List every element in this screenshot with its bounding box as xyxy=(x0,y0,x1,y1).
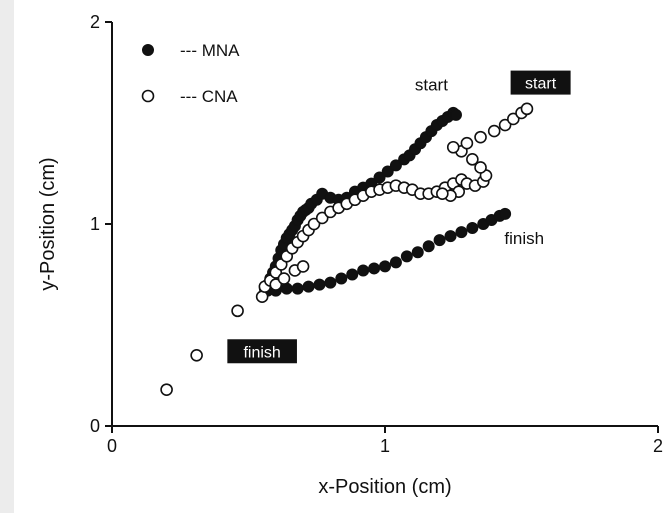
x-tick-label: 0 xyxy=(107,436,117,456)
ticks xyxy=(105,21,659,433)
data-point-cna xyxy=(307,217,321,231)
data-point-mna xyxy=(335,272,348,285)
data-point-mna xyxy=(302,280,315,293)
data-point-mna xyxy=(291,282,304,295)
data-point-cna xyxy=(255,290,269,304)
y-tick-label: 1 xyxy=(90,214,100,234)
data-point-cna xyxy=(231,304,244,318)
annotation-box xyxy=(227,339,297,364)
data-point-cna xyxy=(474,130,487,144)
left-margin-strip xyxy=(0,0,14,513)
tick-labels: 0 1 2 0 1 2 xyxy=(90,12,663,456)
data-point-mna xyxy=(400,250,413,263)
annotation-label: finish xyxy=(243,344,280,361)
data-point-cna xyxy=(466,153,479,166)
data-point-mna xyxy=(389,256,402,269)
data-point-mna xyxy=(499,207,512,220)
data-point-mna xyxy=(373,171,386,184)
legend-label-cna: --- CNA xyxy=(180,87,238,106)
x-tick-label: 1 xyxy=(380,436,390,456)
legend-marker-cna xyxy=(141,89,155,103)
annotation-box xyxy=(510,70,571,95)
legend-label-mna: --- MNA xyxy=(180,41,240,60)
data-point-mna xyxy=(346,268,359,281)
data-point-cna xyxy=(277,272,291,285)
data-point-mna xyxy=(324,276,337,289)
data-point-cna xyxy=(498,118,512,132)
data-point-cna xyxy=(269,278,283,291)
data-points xyxy=(160,102,534,396)
y-tick-label: 2 xyxy=(90,12,100,32)
data-point-mna xyxy=(389,159,402,172)
data-point-mna xyxy=(368,262,381,275)
data-point-mna xyxy=(455,226,468,239)
annotations: start start finish finish xyxy=(227,70,571,364)
data-point-cna xyxy=(296,260,310,273)
data-point-cna xyxy=(474,161,487,174)
annotation-label: finish xyxy=(504,229,544,248)
data-point-cna xyxy=(446,140,460,154)
y-tick-label: 0 xyxy=(90,416,100,436)
data-point-mna xyxy=(422,240,435,253)
data-point-mna xyxy=(444,230,457,243)
legend-marker-mna xyxy=(142,44,154,56)
x-axis-label: x-Position (cm) xyxy=(318,476,451,498)
data-point-mna xyxy=(313,278,326,291)
annotation-label: start xyxy=(415,76,448,95)
data-point-mna xyxy=(449,108,462,121)
y-axis-label: y-Position (cm) xyxy=(37,157,59,290)
data-point-cna xyxy=(160,383,173,396)
data-point-mna xyxy=(381,165,394,178)
data-point-cna xyxy=(487,124,501,138)
data-point-mna xyxy=(379,260,391,273)
data-point-cna xyxy=(460,136,474,150)
data-point-cna xyxy=(520,102,534,116)
data-point-mna xyxy=(433,234,446,247)
axes xyxy=(111,22,658,427)
data-point-mna xyxy=(357,264,370,277)
legend: --- MNA --- CNA xyxy=(141,41,240,106)
x-tick-label: 2 xyxy=(653,436,663,456)
data-point-mna xyxy=(280,282,293,295)
data-point-mna xyxy=(466,222,479,235)
data-point-cna xyxy=(436,187,449,200)
data-point-cna xyxy=(507,112,520,126)
data-point-cna xyxy=(315,211,329,225)
data-point-mna xyxy=(411,246,424,259)
annotation-label: start xyxy=(525,76,557,93)
data-point-cna xyxy=(190,348,203,362)
